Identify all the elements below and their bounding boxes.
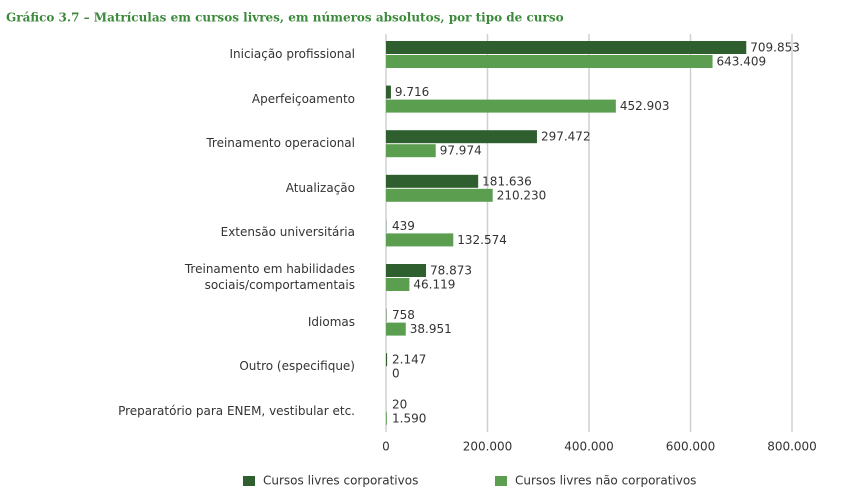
value-label: 210.230 (497, 188, 547, 202)
x-tick-label: 800.000 (767, 440, 817, 454)
category-label: Outro (especifique) (239, 359, 355, 374)
category-label: Treinamento em habilidades sociais/compo… (184, 262, 355, 292)
category-label: Iniciação profissional (229, 47, 355, 61)
bar (386, 411, 387, 425)
value-label: 452.903 (620, 99, 670, 113)
category-label: Idiomas (307, 314, 355, 329)
bar (386, 278, 410, 291)
bar (386, 174, 479, 188)
legend-swatch (243, 476, 255, 486)
bar (386, 264, 427, 277)
value-label: 0 (392, 367, 400, 381)
value-label: 46.119 (413, 278, 455, 292)
x-tick-label: 600.000 (666, 440, 716, 454)
x-tick-label: 200.000 (463, 440, 513, 454)
value-label: 2.147 (392, 353, 426, 367)
value-label: 758 (392, 308, 415, 322)
category-label: Aperfeiçoamento (251, 91, 355, 106)
value-label: 181.636 (482, 174, 532, 188)
value-label: 38.951 (410, 322, 452, 336)
category-label: Extensão universitária (220, 225, 355, 240)
bar (386, 130, 537, 144)
value-label: 709.853 (750, 41, 800, 55)
bar (386, 233, 454, 247)
bar (386, 353, 388, 367)
x-tick-label: 400.000 (564, 440, 614, 454)
value-label: 97.974 (440, 144, 482, 158)
value-label: 78.873 (430, 264, 472, 278)
value-label: 20 (392, 397, 407, 411)
bar (386, 55, 713, 68)
value-label: 439 (392, 219, 415, 233)
category-label: Preparatório para ENEM, vestibular etc. (118, 403, 355, 418)
chart-title: Gráfico 3.7 – Matrículas em cursos livre… (6, 11, 564, 25)
bar (386, 188, 493, 202)
bar (386, 85, 391, 99)
value-label: 297.472 (541, 130, 591, 144)
bar (386, 144, 436, 158)
legend-label: Cursos livres corporativos (263, 474, 418, 488)
bar (386, 99, 616, 113)
legend-swatch (495, 476, 507, 486)
category-label: Atualização (285, 180, 355, 195)
value-label: 1.590 (392, 411, 426, 425)
legend-label: Cursos livres não corporativos (515, 474, 696, 488)
value-label: 9.716 (395, 85, 429, 99)
bar (386, 322, 406, 336)
category-label: Treinamento operacional (206, 136, 355, 151)
x-tick-label: 0 (382, 440, 390, 454)
bar (386, 41, 747, 54)
value-label: 132.574 (457, 233, 507, 247)
value-label: 643.409 (717, 55, 767, 69)
